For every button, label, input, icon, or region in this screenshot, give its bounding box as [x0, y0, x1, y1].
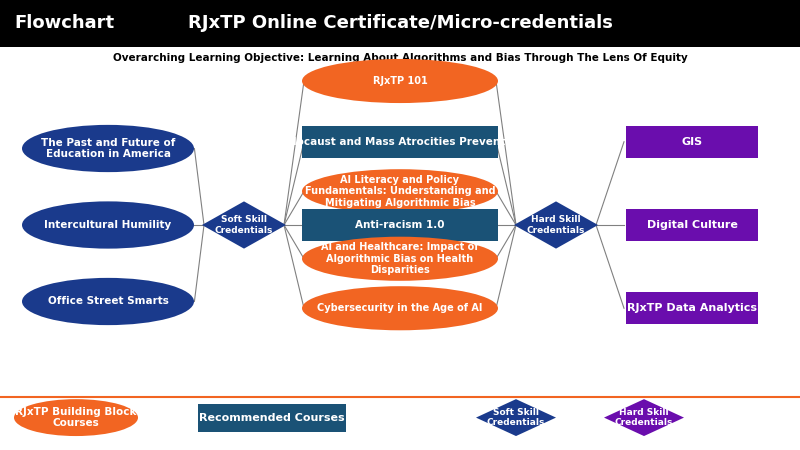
- Ellipse shape: [22, 125, 194, 172]
- Text: Anti-racism 1.0: Anti-racism 1.0: [355, 220, 445, 230]
- Text: The Past and Future of
Education in America: The Past and Future of Education in Amer…: [41, 138, 175, 159]
- Polygon shape: [476, 399, 556, 436]
- Text: Digital Culture: Digital Culture: [646, 220, 738, 230]
- Text: Soft Skill
Credentials: Soft Skill Credentials: [487, 408, 545, 427]
- Polygon shape: [604, 399, 684, 436]
- Text: AI Literacy and Policy
Fundamentals: Understanding and
Mitigating Algorithmic Bi: AI Literacy and Policy Fundamentals: Und…: [305, 175, 495, 208]
- Text: Cybersecurity in the Age of AI: Cybersecurity in the Age of AI: [318, 303, 482, 313]
- Ellipse shape: [302, 169, 498, 213]
- Ellipse shape: [22, 278, 194, 325]
- FancyBboxPatch shape: [626, 292, 758, 324]
- Text: Hard Skill
Credentials: Hard Skill Credentials: [527, 215, 585, 235]
- Text: Hard Skill
Credentials: Hard Skill Credentials: [615, 408, 673, 427]
- Text: Soft Skill
Credentials: Soft Skill Credentials: [215, 215, 273, 235]
- Ellipse shape: [302, 237, 498, 281]
- Text: Overarching Learning Objective: Learning About Algorithms and Bias Through The L: Overarching Learning Objective: Learning…: [113, 53, 687, 63]
- FancyBboxPatch shape: [198, 404, 346, 432]
- Text: RJxTP Building Block
Courses: RJxTP Building Block Courses: [15, 407, 137, 428]
- Polygon shape: [514, 202, 598, 248]
- Ellipse shape: [22, 202, 194, 248]
- FancyBboxPatch shape: [626, 209, 758, 241]
- Text: RJxTP Online Certificate/Micro-credentials: RJxTP Online Certificate/Micro-credentia…: [187, 14, 613, 32]
- Polygon shape: [202, 202, 286, 248]
- Text: RJxTP Data Analytics: RJxTP Data Analytics: [627, 303, 757, 313]
- Ellipse shape: [302, 286, 498, 330]
- Text: AI and Healthcare: Impact of
Algorithmic Bias on Health
Disparities: AI and Healthcare: Impact of Algorithmic…: [322, 242, 478, 275]
- Text: GIS: GIS: [682, 137, 702, 147]
- FancyBboxPatch shape: [302, 209, 498, 241]
- Ellipse shape: [302, 59, 498, 103]
- Text: Office Street Smarts: Office Street Smarts: [47, 297, 169, 306]
- Text: Flowchart: Flowchart: [14, 14, 114, 32]
- FancyBboxPatch shape: [626, 126, 758, 158]
- Text: Holocaust and Mass Atrocities Prevention: Holocaust and Mass Atrocities Prevention: [277, 137, 523, 147]
- FancyBboxPatch shape: [0, 0, 800, 47]
- Text: Intercultural Humility: Intercultural Humility: [44, 220, 172, 230]
- Ellipse shape: [14, 399, 138, 436]
- Text: RJxTP 101: RJxTP 101: [373, 76, 427, 86]
- FancyBboxPatch shape: [302, 126, 498, 158]
- Text: Recommended Courses: Recommended Courses: [199, 413, 345, 423]
